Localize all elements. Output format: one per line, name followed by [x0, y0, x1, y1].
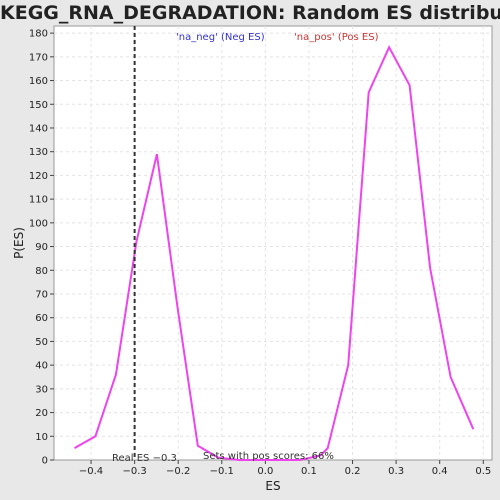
y-tick-label: 50 [35, 337, 48, 348]
y-tick-label: 110 [29, 195, 48, 206]
y-tick-label: 10 [35, 432, 48, 443]
y-tick-label: 90 [35, 242, 48, 253]
x-tick-label: 0.1 [301, 466, 317, 477]
y-tick-label: 160 [29, 76, 48, 87]
pos-scores-label: Sets with pos scores: 66% [203, 451, 334, 462]
x-tick-label: 0.2 [345, 466, 361, 477]
legend-pos: 'na_pos' (Pos ES) [294, 32, 379, 43]
x-axis-label: ES [265, 479, 280, 493]
y-axis-label: P(ES) [12, 227, 26, 259]
series-line [74, 45, 475, 461]
y-tick-label: 0 [42, 456, 48, 467]
y-tick-label: 80 [35, 266, 48, 277]
y-tick-label: 180 [29, 29, 48, 40]
y-tick-label: 130 [29, 147, 48, 158]
x-tick-label: 0.4 [432, 466, 448, 477]
y-tick-label: 30 [35, 384, 48, 395]
grid [54, 26, 492, 460]
x-tick-label: 0.5 [475, 466, 491, 477]
y-tick-label: 60 [35, 313, 48, 324]
y-tick-label: 70 [35, 289, 48, 300]
x-tick-label: −0.4 [79, 466, 103, 477]
y-tick-label: 150 [29, 100, 48, 111]
legend-neg: 'na_neg' (Neg ES) [176, 32, 265, 43]
x-tick-label: −0.3 [122, 466, 146, 477]
y-tick-label: 20 [35, 408, 48, 419]
y-tick-label: 40 [35, 361, 48, 372]
y-axis: 0 10 20 30 40 50 60 70 80 90 100 110 120 130 140 150 160… [29, 29, 54, 467]
x-tick-label: 0.0 [257, 466, 273, 477]
x-tick-label: −0.2 [166, 466, 190, 477]
y-tick-label: 140 [29, 123, 48, 134]
y-tick-label: 100 [29, 218, 48, 229]
x-tick-label: −0.1 [210, 466, 234, 477]
plot-area [53, 25, 493, 461]
x-axis: −0.4 −0.3 −0.2 −0.1 0.0 0.1 0.2 0.3 0.4 0.5 [79, 460, 491, 477]
x-tick-label: 0.3 [388, 466, 404, 477]
real-es-label: Real ES −0.3 [112, 453, 177, 464]
y-tick-label: 120 [29, 171, 48, 182]
chart-title: KEGG_RNA_DEGRADATION: Random ES distribu… [0, 2, 500, 24]
y-tick-label: 170 [29, 52, 48, 63]
